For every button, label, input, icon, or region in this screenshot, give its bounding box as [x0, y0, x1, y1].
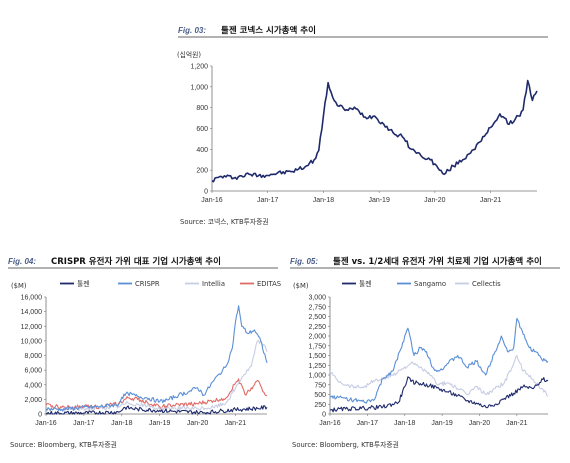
y-tick-label: 16,000 [21, 295, 43, 302]
fig03-source: Source: 코넥스, KTB투자증권 [180, 217, 269, 226]
x-tick-label: Jan-19 [149, 420, 171, 427]
series-line-2 [329, 354, 549, 397]
series-line-0 [329, 376, 549, 413]
legend-label-2: Cellectis [472, 280, 501, 288]
y-tick-label: 800 [196, 105, 208, 112]
fig05-title: 툴젠 vs. 1/2세대 유전자 가위 치료제 기업 시가총액 추이 [333, 256, 542, 267]
legend-label-0: 툴젠 [359, 279, 372, 288]
fig04-y-unit: ($M) [11, 282, 27, 290]
y-tick-label: 500 [314, 392, 326, 399]
fig03-chart: 0 200 400 600 800 1,000 1,200 Jan-16 Jan-17 Jan-1… [190, 64, 538, 204]
y-tick-label: 3,000 [308, 295, 326, 302]
x-tick-label: Jan-17 [357, 420, 379, 427]
x-tick-label: Jan-17 [73, 420, 95, 427]
fig03-y-unit: (십억원) [177, 50, 201, 59]
y-tick-label: 12,000 [21, 324, 43, 331]
series-line-0 [211, 79, 538, 183]
fig05-legend: 툴젠 Sangamo Cellectis [342, 279, 501, 288]
y-tick-label: 1,250 [308, 363, 326, 370]
x-tick-label: Jan-18 [111, 420, 133, 427]
x-tick-label: Jan-16 [319, 420, 341, 427]
y-tick-label: 2,000 [308, 334, 326, 341]
y-tick-label: 1,750 [308, 343, 326, 350]
y-tick-label: 1,200 [190, 64, 208, 71]
legend-label-1: Sangamo [414, 280, 446, 288]
y-tick-label: 250 [314, 402, 326, 409]
y-tick-label: 750 [314, 382, 326, 389]
y-tick-label: 400 [196, 147, 208, 154]
series-line-3 [45, 378, 268, 410]
x-tick-label: Jan-18 [313, 197, 335, 204]
x-tick-label: Jan-20 [187, 420, 209, 427]
y-tick-label: 8,000 [24, 353, 42, 360]
fig04-title: CRISPR 유전자 가위 대표 기업 시가총액 추이 [51, 256, 221, 267]
y-tick-label: 600 [196, 126, 208, 133]
x-tick-label: Jan-21 [225, 420, 247, 427]
series-line-1 [45, 305, 268, 412]
y-tick-label: 2,750 [308, 304, 326, 311]
y-tick-label: 1,500 [308, 353, 326, 360]
y-tick-label: 1,000 [308, 373, 326, 380]
series-line-0 [45, 405, 268, 415]
legend-label-0: 툴젠 [77, 279, 90, 288]
y-tick-label: 6,000 [24, 368, 42, 375]
y-tick-label: 1,000 [190, 84, 208, 91]
fig04-chart: 0 2,000 4,000 6,000 8,000 10,000 12,000 14,000 1… [21, 295, 268, 427]
y-tick-label: 4,000 [24, 382, 42, 389]
fig04-label: Fig. 04: [8, 257, 36, 266]
fig05-chart: 0 250 500 750 1,000 1,250 1,500 1,750 2,000 2,250… [308, 295, 549, 427]
x-tick-label: Jan-20 [469, 420, 491, 427]
y-tick-label: 2,000 [24, 397, 42, 404]
y-tick-label: 0 [204, 189, 208, 196]
legend-label-1: CRISPR [135, 280, 160, 288]
y-tick-label: 0 [322, 412, 326, 419]
y-tick-label: 0 [38, 412, 42, 419]
x-tick-label: Jan-21 [506, 420, 528, 427]
fig04-source: Source: Bloomberg, KTB투자증권 [10, 440, 117, 449]
x-tick-label: Jan-17 [257, 197, 279, 204]
y-tick-label: 10,000 [21, 338, 43, 345]
x-tick-label: Jan-16 [201, 197, 223, 204]
fig03-title: 툴젠 코넥스 시가총액 추이 [221, 25, 316, 36]
x-tick-label: Jan-19 [368, 197, 390, 204]
x-tick-label: Jan-21 [480, 197, 502, 204]
fig05-source: Source: Bloomberg, KTB투자증권 [292, 440, 399, 449]
series-line-1 [329, 317, 549, 404]
fig04-legend: 툴젠 CRISPR Intellia EDITAS [60, 279, 281, 288]
legend-label-3: EDITAS [257, 280, 281, 288]
x-tick-label: Jan-16 [35, 420, 57, 427]
y-tick-label: 2,250 [308, 324, 326, 331]
x-tick-label: Jan-18 [394, 420, 416, 427]
y-tick-label: 200 [196, 168, 208, 175]
y-tick-label: 2,500 [308, 314, 326, 321]
legend-label-2: Intellia [202, 280, 225, 288]
fig03-label: Fig. 03: [178, 26, 206, 35]
x-tick-label: Jan-19 [431, 420, 453, 427]
y-tick-label: 14,000 [21, 309, 43, 316]
x-tick-label: Jan-20 [424, 197, 446, 204]
fig05-y-unit: ($M) [293, 282, 309, 290]
fig05-label: Fig. 05: [290, 257, 318, 266]
